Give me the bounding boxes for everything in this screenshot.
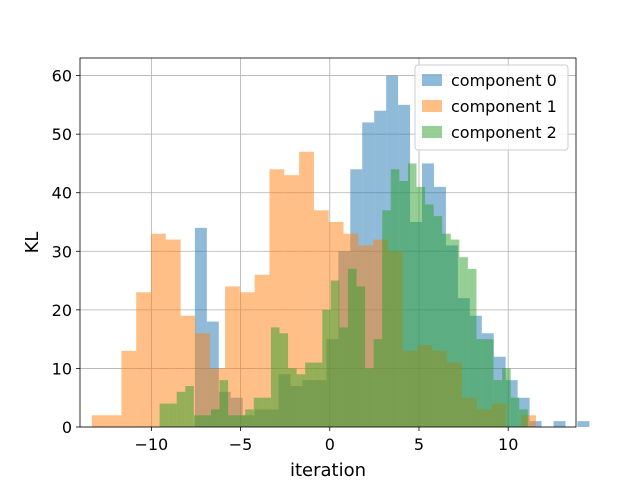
histogram-bar (279, 333, 289, 427)
histogram-bar (253, 397, 263, 427)
histogram-bar (159, 403, 169, 427)
histogram-bar (322, 309, 331, 427)
histogram-bar (91, 415, 107, 427)
histogram-bar (330, 280, 340, 427)
histogram-bar (239, 292, 255, 427)
histogram-bar (270, 327, 280, 427)
histogram-bar (459, 257, 468, 427)
histogram-bar (476, 339, 486, 427)
y-tick-label: 0 (62, 418, 72, 437)
x-tick-label: 0 (325, 435, 335, 454)
histogram-bar (433, 216, 443, 427)
histogram-bar (347, 268, 357, 427)
histogram-bar (210, 409, 220, 427)
x-tick-label: −5 (229, 435, 253, 454)
histogram-bar (339, 327, 348, 427)
legend-swatch (422, 100, 442, 112)
x-axis-label: iteration (290, 460, 366, 480)
histogram-bar (305, 362, 314, 427)
histogram-bar (296, 374, 306, 427)
histogram-bar (202, 415, 211, 427)
histogram-bar (299, 151, 314, 427)
y-tick-label: 10 (52, 359, 72, 378)
histogram-bar (195, 333, 211, 427)
y-tick-label: 40 (52, 184, 72, 203)
series-2 (159, 163, 528, 428)
histogram-bar (194, 227, 207, 427)
histogram-bar (407, 163, 417, 427)
histogram-bar (450, 239, 460, 427)
y-axis-label: KL (22, 232, 43, 254)
histogram-bar (553, 421, 566, 427)
histogram-bar (121, 350, 137, 427)
histogram-bar (519, 409, 528, 427)
legend-label: component 1 (451, 97, 557, 116)
histogram-bar (176, 391, 186, 427)
histogram-bar (236, 415, 246, 427)
histogram-bar (288, 368, 297, 427)
y-tick-label: 30 (52, 242, 72, 261)
histogram-bar (502, 368, 511, 427)
histogram-bar (151, 233, 166, 427)
histogram-bar (356, 286, 366, 427)
legend: component 0 component 1 component 2 (414, 64, 569, 151)
bars (91, 75, 590, 428)
histogram-bar (225, 286, 240, 427)
histogram-bar (390, 169, 400, 428)
legend-label: component 2 (451, 123, 557, 142)
histogram-bar (168, 403, 177, 427)
y-tick-label: 60 (52, 67, 72, 86)
histogram-bar (228, 415, 237, 427)
histogram-bar (442, 233, 451, 427)
plot-frame (79, 57, 577, 428)
histogram-bar (382, 210, 391, 427)
histogram-bar (219, 380, 229, 427)
histogram-bar (254, 274, 270, 427)
histogram-bar (493, 380, 503, 427)
histogram-bar (313, 362, 323, 427)
x-tick-label: −10 (134, 435, 168, 454)
histogram-bar (365, 368, 374, 427)
histogram-bar (510, 397, 520, 427)
histogram-bar (136, 292, 152, 427)
histogram-bar (577, 421, 590, 427)
histogram-bar (416, 186, 426, 427)
histogram-bar (106, 415, 122, 427)
histogram-bar (425, 204, 434, 427)
legend-swatch (422, 126, 442, 138)
axis-ticks: −10 −5 0 5 10 0 10 20 30 40 50 60 (52, 67, 519, 454)
histogram-bar (262, 397, 271, 427)
histogram-bar (245, 409, 254, 427)
histogram-bar (485, 339, 494, 427)
histogram-bar (467, 268, 477, 427)
legend-label: component 0 (451, 71, 557, 90)
histogram-bar (373, 339, 383, 427)
x-tick-label: 10 (498, 435, 518, 454)
histogram-bar (193, 415, 203, 427)
histogram-bar (399, 181, 408, 427)
histogram-bar (521, 415, 537, 427)
histogram-bar (165, 239, 181, 427)
x-tick-label: 5 (414, 435, 424, 454)
legend-swatch (422, 74, 442, 86)
y-tick-label: 20 (52, 301, 72, 320)
legend-box (414, 64, 569, 151)
y-tick-label: 50 (52, 125, 72, 144)
histogram-bar (185, 386, 194, 427)
